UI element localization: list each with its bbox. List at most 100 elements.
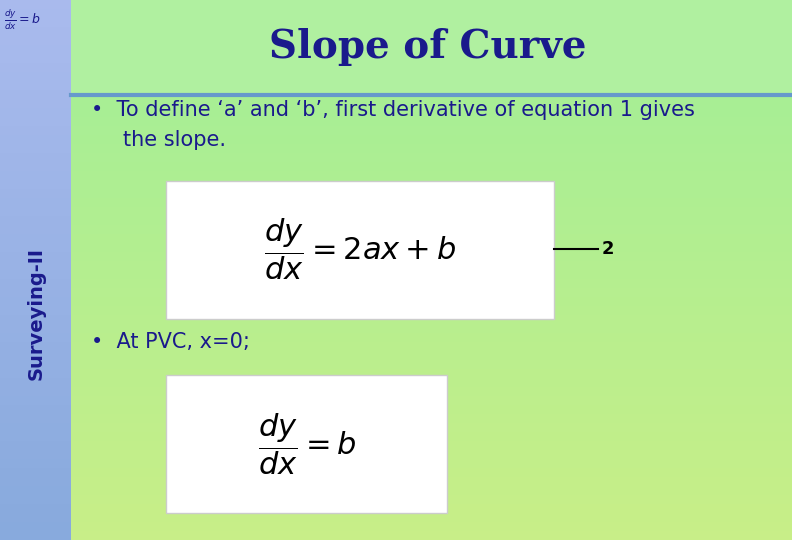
- Bar: [71, 216, 792, 225]
- Text: $\dfrac{dy}{dx} = b$: $\dfrac{dy}{dx} = b$: [258, 411, 356, 477]
- Bar: [0, 342, 71, 351]
- Bar: [71, 180, 792, 189]
- Text: 2: 2: [602, 240, 615, 259]
- Bar: [71, 81, 792, 90]
- Bar: [0, 531, 71, 540]
- Text: Slope of Curve: Slope of Curve: [269, 28, 586, 66]
- Bar: [71, 495, 792, 504]
- Bar: [0, 90, 71, 99]
- Bar: [71, 270, 792, 279]
- Bar: [71, 117, 792, 126]
- Bar: [71, 297, 792, 306]
- Bar: [71, 360, 792, 369]
- Bar: [0, 414, 71, 423]
- Bar: [0, 45, 71, 54]
- Bar: [71, 189, 792, 198]
- Bar: [71, 171, 792, 180]
- Bar: [0, 486, 71, 495]
- Bar: [0, 504, 71, 513]
- Bar: [0, 0, 71, 9]
- Bar: [0, 198, 71, 207]
- Bar: [0, 252, 71, 261]
- Bar: [0, 234, 71, 243]
- Bar: [71, 441, 792, 450]
- Bar: [0, 171, 71, 180]
- Bar: [71, 378, 792, 387]
- Bar: [71, 405, 792, 414]
- Bar: [0, 144, 71, 153]
- Bar: [71, 279, 792, 288]
- Bar: [0, 180, 71, 189]
- Bar: [0, 369, 71, 378]
- Bar: [71, 90, 792, 99]
- Text: $\dfrac{dy}{dx} = 2ax + b$: $\dfrac{dy}{dx} = 2ax + b$: [265, 217, 456, 282]
- Bar: [71, 513, 792, 522]
- Bar: [0, 153, 71, 162]
- Bar: [71, 288, 792, 297]
- Bar: [0, 99, 71, 108]
- Bar: [0, 225, 71, 234]
- Bar: [71, 36, 792, 45]
- Bar: [0, 495, 71, 504]
- Bar: [71, 315, 792, 324]
- Bar: [0, 297, 71, 306]
- Bar: [71, 531, 792, 540]
- Bar: [0, 207, 71, 216]
- Bar: [0, 216, 71, 225]
- Bar: [71, 450, 792, 459]
- Bar: [0, 522, 71, 531]
- Bar: [0, 333, 71, 342]
- Bar: [71, 243, 792, 252]
- Bar: [0, 387, 71, 396]
- Bar: [0, 513, 71, 522]
- Bar: [0, 126, 71, 135]
- Bar: [0, 36, 71, 45]
- Bar: [71, 153, 792, 162]
- Bar: [0, 288, 71, 297]
- Bar: [71, 45, 792, 54]
- Bar: [71, 306, 792, 315]
- Bar: [71, 0, 792, 94]
- Bar: [71, 72, 792, 81]
- Bar: [71, 486, 792, 495]
- Bar: [71, 198, 792, 207]
- Bar: [71, 468, 792, 477]
- Bar: [71, 144, 792, 153]
- Bar: [0, 306, 71, 315]
- Bar: [71, 99, 792, 108]
- Bar: [71, 504, 792, 513]
- Bar: [0, 108, 71, 117]
- Text: Surveying-II: Surveying-II: [26, 247, 45, 380]
- Bar: [71, 252, 792, 261]
- Bar: [71, 162, 792, 171]
- Bar: [71, 414, 792, 423]
- Bar: [0, 351, 71, 360]
- Bar: [71, 423, 792, 432]
- FancyBboxPatch shape: [166, 375, 447, 513]
- Bar: [71, 54, 792, 63]
- Bar: [71, 234, 792, 243]
- Bar: [0, 27, 71, 36]
- Bar: [0, 468, 71, 477]
- Bar: [0, 162, 71, 171]
- Bar: [71, 108, 792, 117]
- Bar: [0, 54, 71, 63]
- Bar: [0, 441, 71, 450]
- Bar: [71, 351, 792, 360]
- Bar: [71, 0, 792, 9]
- FancyBboxPatch shape: [166, 181, 554, 319]
- Bar: [0, 117, 71, 126]
- Bar: [0, 189, 71, 198]
- Text: •  To define ‘a’ and ‘b’, first derivative of equation 1 gives: • To define ‘a’ and ‘b’, first derivativ…: [91, 100, 695, 120]
- Bar: [71, 342, 792, 351]
- Text: •  At PVC, x=0;: • At PVC, x=0;: [91, 332, 250, 352]
- Bar: [71, 225, 792, 234]
- Bar: [71, 432, 792, 441]
- Bar: [0, 315, 71, 324]
- Bar: [0, 477, 71, 486]
- Bar: [71, 477, 792, 486]
- Bar: [71, 333, 792, 342]
- Bar: [71, 396, 792, 405]
- Bar: [71, 459, 792, 468]
- Bar: [0, 459, 71, 468]
